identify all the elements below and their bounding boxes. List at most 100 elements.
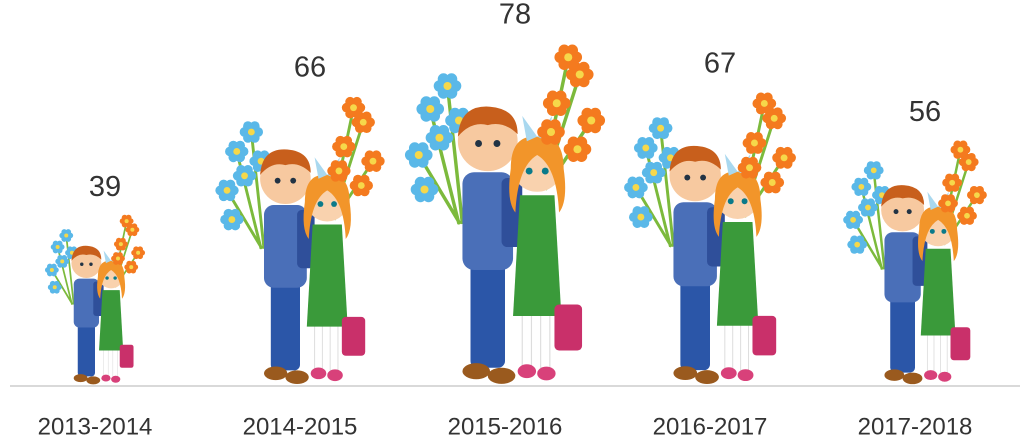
girl-dress — [921, 249, 956, 336]
value-label: 78 — [499, 0, 531, 31]
girl-shoe — [537, 367, 555, 381]
girl-leg — [315, 322, 323, 371]
blue-flower-center — [632, 184, 639, 191]
eye — [907, 209, 912, 214]
boy-shoe — [74, 374, 88, 382]
pictograph-chart: 392013-2014662014-2015782015-2016672016-… — [0, 0, 1027, 443]
x-tick-label: 2016-2017 — [653, 413, 768, 440]
pictograph-bar — [405, 45, 605, 384]
boy-pants — [271, 278, 300, 370]
orange-flower-center — [358, 182, 365, 189]
eye — [894, 209, 899, 214]
girl-shoe — [738, 369, 754, 381]
orange-flower-center — [958, 147, 964, 153]
eye — [684, 175, 690, 181]
boy-shoe — [673, 366, 697, 380]
value-label: 39 — [89, 171, 121, 203]
blue-flower-center — [435, 134, 443, 142]
eye — [290, 178, 296, 184]
blue-flower-center — [56, 245, 60, 249]
boy-shoe — [903, 373, 923, 385]
pictograph-bar — [843, 141, 987, 385]
girl-bag — [951, 327, 971, 360]
eye — [700, 175, 706, 181]
eye — [941, 229, 946, 234]
blue-flower-center — [233, 148, 240, 155]
boy-pants — [680, 276, 710, 370]
boy-shoe — [86, 376, 100, 384]
orange-flower-center — [945, 200, 951, 206]
blue-flower-center — [241, 172, 248, 179]
orange-flower-center — [340, 143, 347, 150]
girl-bag — [342, 317, 365, 356]
girl-leg — [104, 348, 109, 377]
orange-flower-center — [553, 99, 561, 107]
blue-flower-center — [420, 185, 428, 193]
girl-dress — [513, 195, 561, 316]
girl-dress — [717, 222, 758, 326]
girl-leg — [741, 321, 749, 370]
girl-dress — [307, 224, 348, 326]
orange-flower-center — [761, 100, 768, 107]
blue-flower-center — [53, 285, 57, 289]
orange-flower-center — [751, 140, 758, 147]
girl-leg — [927, 331, 934, 372]
value-label: 67 — [704, 47, 736, 79]
orange-flower-center — [336, 168, 343, 175]
eye — [728, 198, 734, 204]
blue-flower-center — [650, 169, 657, 176]
girl-shoe — [518, 364, 536, 378]
orange-flower-center — [360, 119, 367, 126]
eye — [526, 168, 533, 175]
blue-flower-center — [637, 214, 644, 221]
pictograph-bar — [215, 97, 384, 384]
orange-flower-center — [771, 115, 778, 122]
blue-flower-center — [871, 167, 877, 173]
eye — [318, 201, 324, 207]
girl-shoe — [924, 370, 937, 380]
orange-flower-center — [547, 128, 555, 136]
eye — [930, 229, 935, 234]
boy-shoe — [695, 370, 719, 384]
girl-shoe — [111, 376, 120, 383]
eye — [113, 276, 116, 279]
orange-flower-center — [125, 219, 129, 223]
eye — [89, 263, 92, 266]
girl-shoe — [938, 372, 951, 382]
orange-flower-center — [370, 158, 377, 165]
boy-shoe — [285, 370, 308, 384]
blue-flower-center — [865, 205, 871, 211]
blue-flower-center — [854, 242, 860, 248]
orange-flower-center — [130, 228, 134, 232]
eye — [742, 198, 748, 204]
eye — [105, 276, 108, 279]
blue-flower-center — [858, 184, 864, 190]
girl-shoe — [101, 375, 110, 382]
blue-flower-center — [443, 82, 451, 90]
blue-flower-center — [248, 129, 255, 136]
girl-bag — [752, 316, 776, 356]
pictograph-bar — [624, 93, 796, 384]
eye — [542, 168, 549, 175]
girl-leg — [941, 331, 948, 372]
boy-shoe — [884, 369, 904, 381]
orange-flower-center — [116, 256, 120, 260]
orange-flower-center — [587, 116, 595, 124]
girl-shoe — [721, 367, 737, 379]
orange-flower-center — [564, 53, 572, 61]
girl-shoe — [327, 369, 343, 381]
value-label: 66 — [294, 52, 326, 84]
eye — [331, 201, 337, 207]
orange-flower-center — [974, 192, 980, 198]
blue-flower-center — [415, 151, 423, 159]
orange-flower-center — [573, 145, 581, 153]
orange-flower-center — [781, 154, 788, 161]
girl-leg — [541, 310, 550, 368]
eye — [475, 140, 482, 147]
x-tick-label: 2015-2016 — [448, 413, 563, 440]
eye — [494, 140, 501, 147]
orange-flower-center — [576, 70, 584, 78]
boy-pants — [78, 322, 95, 377]
girl-bag — [120, 345, 134, 368]
orange-flower-center — [350, 104, 357, 111]
